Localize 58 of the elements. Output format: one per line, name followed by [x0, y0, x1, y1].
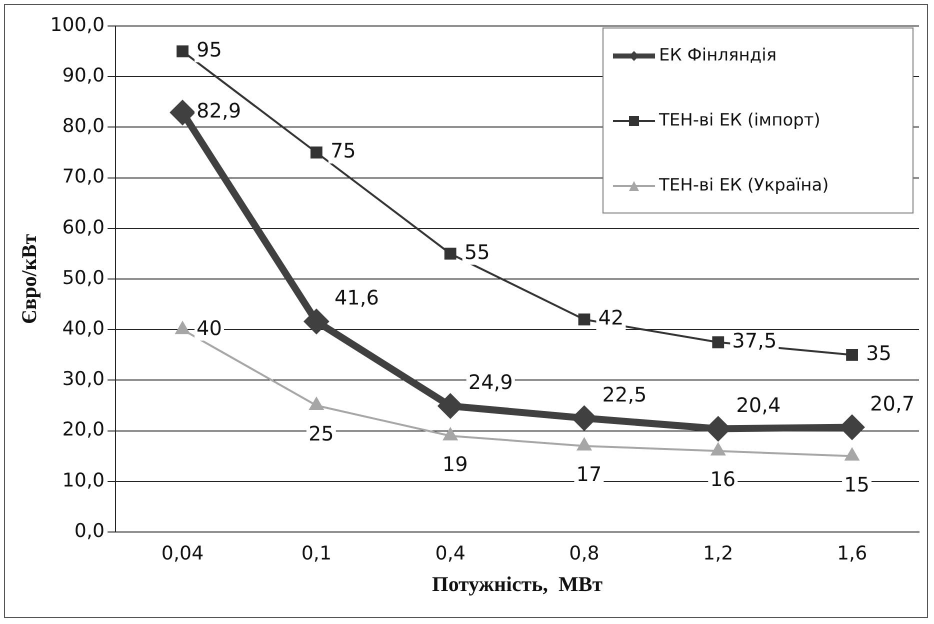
data-label: 82,9 [196, 98, 242, 123]
point [711, 443, 726, 456]
y-tick-label: 20,0 [62, 418, 105, 441]
data-label: 42 [598, 306, 624, 330]
point [840, 416, 864, 439]
point [175, 322, 190, 334]
point [572, 406, 596, 430]
legend-label: ЕК Фінляндія [659, 45, 777, 66]
data-label: 16 [710, 467, 736, 492]
data-label: 15 [844, 472, 870, 496]
data-label: 24,9 [468, 370, 513, 394]
point [577, 438, 592, 450]
point [444, 248, 456, 260]
point [309, 398, 324, 410]
data-label: 35 [866, 341, 892, 366]
point [712, 336, 724, 348]
x-tick-label: 0,04 [161, 542, 204, 564]
x-tick-label: 1,2 [703, 542, 734, 564]
y-tick-label: 30,0 [62, 368, 105, 390]
x-tick-label: 0,8 [569, 542, 600, 564]
legend-label: ТЕН-ві ЕК (Україна) [658, 175, 829, 196]
legend-label: ТЕН-ві ЕК (імпорт) [658, 110, 820, 130]
x-tick-label: 0,1 [301, 542, 332, 564]
y-tick-label: 40,0 [62, 318, 105, 340]
data-label: 22,5 [602, 382, 647, 406]
y-tick-label: 70,0 [62, 166, 105, 188]
point [706, 417, 730, 440]
y-tick-label: 60,0 [62, 216, 105, 238]
point [171, 101, 194, 124]
data-label: 20,4 [736, 392, 781, 417]
point [844, 448, 860, 461]
data-label: 37,5 [732, 328, 777, 352]
point [438, 394, 462, 418]
point [578, 314, 590, 326]
y-tick-label: 90,0 [62, 64, 105, 87]
point [846, 348, 858, 361]
x-tick-label: 0,4 [435, 542, 466, 564]
point [176, 45, 188, 58]
data-label: 25 [308, 422, 334, 446]
y-tick-label: 50,0 [62, 266, 105, 289]
data-label: 20,7 [870, 391, 915, 416]
data-label: 40 [196, 316, 222, 340]
point [310, 146, 322, 158]
data-label: 17 [576, 462, 602, 486]
data-label: 55 [464, 240, 490, 264]
y-tick-label: 10,0 [62, 469, 105, 492]
y-axis-title: Євро/кВт [17, 233, 42, 324]
y-tick-label: 0,0 [74, 520, 105, 542]
data-label: 95 [196, 38, 222, 62]
x-tick-label: 1,6 [836, 542, 868, 564]
x-axis-title: Потужність, МВт [432, 572, 604, 596]
y-tick-label: 100,0 [50, 14, 105, 36]
data-label: 19 [442, 452, 468, 476]
y-tick-label: 80,0 [62, 115, 105, 138]
point [304, 310, 328, 334]
data-label: 75 [330, 138, 356, 163]
data-label: 41,6 [334, 286, 379, 310]
point [443, 428, 458, 440]
